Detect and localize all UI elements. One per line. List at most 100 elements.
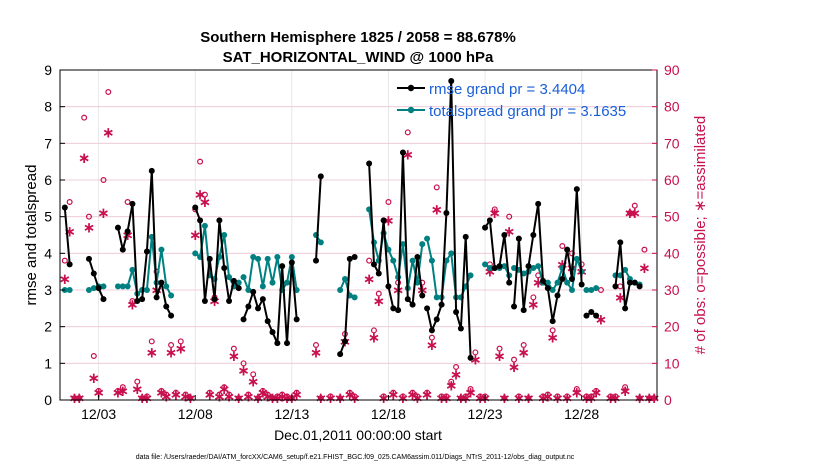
obs-assimilated-marker: ∗	[382, 212, 395, 229]
rmse-marker	[404, 296, 411, 303]
legend-spread-label: totalspread grand pr = 3.1635	[429, 103, 626, 120]
data-file-footnote: data file: /Users/raeder/DAI/ATM_forcXX/…	[136, 454, 575, 461]
obs-assimilated-marker: ∗	[281, 390, 294, 407]
rmse-marker	[419, 292, 426, 299]
rmse-marker	[593, 312, 600, 319]
spread-marker	[124, 283, 131, 290]
x-tick-label: 12/08	[178, 406, 213, 422]
obs-assimilated-marker: ∗	[624, 205, 637, 222]
y-tick-label: 0	[44, 392, 52, 408]
spread-marker	[622, 266, 629, 273]
obs-possible-marker	[472, 349, 479, 356]
spread-marker	[85, 287, 92, 293]
obs-assimilated-marker: ∗	[464, 385, 477, 402]
obs-assimilated-marker: ∗	[498, 390, 511, 407]
obs-possible-marker	[549, 327, 556, 334]
rmse-marker	[284, 340, 291, 347]
legend-spread-marker	[407, 106, 415, 114]
rmse-marker	[240, 316, 247, 323]
rmse-marker	[395, 307, 402, 314]
obs-possible-marker	[564, 393, 571, 400]
obs-possible-marker	[433, 184, 440, 191]
obs-assimilated-marker: ∗	[585, 390, 598, 407]
obs-possible-marker	[177, 338, 184, 345]
obs-possible-marker	[100, 177, 107, 184]
rmse-marker	[211, 296, 218, 303]
spread-marker	[221, 232, 228, 238]
obs-assimilated-marker: ∗	[513, 390, 526, 407]
rmse-marker	[486, 217, 493, 224]
obs-assimilated-marker: ∗	[218, 381, 231, 398]
rmse-marker	[90, 270, 97, 277]
rmse-marker	[520, 307, 527, 314]
rmse-line-segment	[194, 207, 240, 302]
rmse-marker	[448, 78, 455, 84]
rmse-marker	[428, 327, 435, 334]
spread-marker	[593, 285, 600, 292]
obs-possible-marker	[187, 395, 194, 402]
spread-marker	[317, 239, 324, 246]
rmse-marker	[375, 270, 382, 277]
obs-possible-marker	[293, 389, 300, 396]
obs-possible-marker	[81, 114, 88, 121]
rmse-marker	[370, 261, 377, 268]
obs-possible-marker	[197, 158, 204, 165]
spread-marker	[90, 285, 97, 292]
rmse-marker	[549, 318, 556, 325]
obs-possible-marker	[317, 395, 324, 402]
obs-possible-marker	[568, 250, 575, 257]
obs-assimilated-marker: ∗	[131, 381, 144, 398]
spread-marker	[409, 257, 416, 264]
spread-marker	[568, 287, 575, 293]
obs-possible-marker	[245, 391, 252, 398]
obs-possible-marker	[66, 199, 73, 206]
obs-assimilated-marker: ∗	[619, 383, 632, 400]
spread-marker	[129, 266, 136, 273]
rmse-marker	[482, 224, 489, 231]
obs-assimilated-marker: ∗	[117, 383, 130, 400]
spread-marker	[399, 241, 406, 248]
obs-possible-marker	[443, 393, 450, 400]
rmse-marker	[235, 285, 242, 292]
y2-tick-label: 90	[664, 62, 680, 78]
obs-possible-marker	[588, 393, 595, 400]
obs-assimilated-marker: ∗	[189, 227, 202, 244]
obs-assimilated-marker: ∗	[522, 390, 535, 407]
y2-axis-label: # of obs: o=possible; ∗=assimilated	[692, 116, 709, 355]
obs-assimilated-marker: ∗	[517, 344, 530, 361]
rmse-marker	[279, 263, 286, 270]
obs-assimilated-marker: ∗	[310, 344, 323, 361]
spread-marker	[264, 255, 271, 262]
obs-assimilated-marker: ∗	[580, 390, 593, 407]
obs-assimilated-marker: ∗	[194, 187, 207, 204]
obs-possible-marker	[327, 393, 334, 400]
x-tick-label: 12/28	[564, 406, 599, 422]
rmse-marker	[438, 301, 445, 308]
spread-marker	[573, 255, 580, 262]
obs-assimilated-marker: ∗	[508, 359, 521, 376]
obs-assimilated-marker: ∗	[344, 387, 357, 404]
obs-possible-marker	[467, 386, 474, 393]
obs-assimilated-marker: ∗	[397, 390, 410, 407]
obs-assimilated-marker: ∗	[97, 205, 110, 222]
obs-assimilated-marker: ∗	[493, 348, 506, 365]
spread-marker	[201, 222, 208, 229]
x-tick-label: 12/18	[371, 406, 406, 422]
obs-assimilated-marker: ∗	[435, 390, 448, 407]
obs-assimilated-marker: ∗	[261, 388, 274, 405]
rmse-marker	[467, 354, 474, 361]
obs-possible-marker	[119, 384, 126, 391]
y2-tick-label: 50	[664, 209, 680, 225]
rmse-marker	[568, 276, 575, 282]
obs-possible-marker	[182, 391, 189, 398]
obs-possible-marker	[139, 395, 146, 402]
rmse-marker	[399, 149, 406, 156]
obs-assimilated-marker: ∗	[59, 271, 72, 288]
y2-tick-label: 80	[664, 99, 680, 115]
y2-tick-label: 30	[664, 282, 680, 298]
rmse-marker	[511, 303, 518, 310]
rmse-marker	[636, 283, 643, 290]
obs-possible-marker	[409, 389, 416, 396]
rmse-marker	[312, 257, 319, 264]
y-tick-label: 5	[44, 209, 52, 225]
